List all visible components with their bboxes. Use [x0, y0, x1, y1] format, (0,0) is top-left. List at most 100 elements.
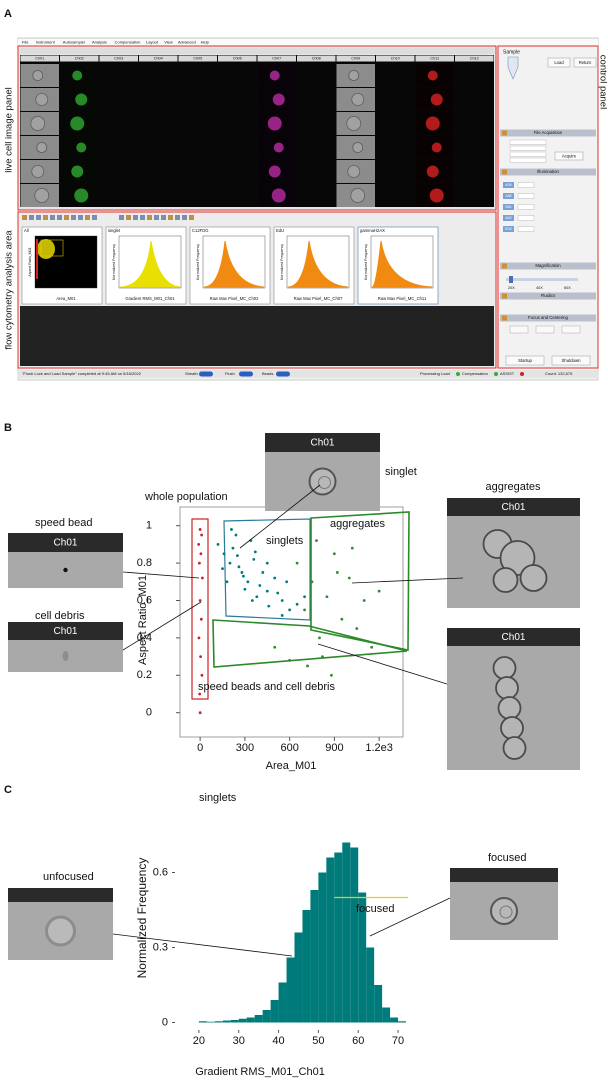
channel-label: Ch08	[312, 57, 321, 61]
focus-button	[535, 325, 555, 334]
scatter-point	[199, 552, 203, 556]
histogram-bar	[302, 910, 311, 1023]
channel-header	[20, 55, 59, 62]
cell	[429, 188, 444, 203]
button[interactable]	[547, 57, 571, 68]
histogram-bar	[214, 1021, 223, 1023]
button[interactable]	[505, 355, 545, 366]
menu-item: File	[22, 40, 29, 45]
callout-line	[369, 897, 451, 937]
scatter-point	[288, 608, 292, 612]
y-tick-label: 0.2	[137, 669, 152, 681]
toggle	[199, 371, 213, 377]
cell	[75, 93, 88, 106]
image-label: singlet	[385, 466, 417, 478]
cell	[492, 656, 517, 680]
histogram-bar	[238, 1018, 247, 1023]
callout-line	[112, 933, 293, 957]
image-header	[8, 622, 123, 640]
image-header	[450, 868, 558, 882]
toolbar-icon	[36, 215, 41, 220]
power-field	[517, 182, 535, 188]
bead	[63, 567, 68, 573]
channel-header	[178, 55, 217, 62]
cell	[502, 736, 527, 760]
menu-item: Compensation	[115, 40, 141, 45]
y-tick-label: 0.6	[137, 594, 152, 606]
scatter-point	[280, 599, 284, 602]
toolbar-icon	[71, 215, 76, 220]
laser-label: 488	[505, 194, 511, 198]
section-title: Magnification	[535, 263, 561, 268]
x-axis-label: Gradient RMS_M01_Ch01	[195, 1066, 325, 1078]
section-icon	[502, 315, 507, 321]
menu-item: Instrument	[36, 40, 56, 45]
scatter-point	[265, 561, 269, 565]
laser-box	[503, 204, 514, 210]
cell	[45, 915, 76, 947]
acquire-button[interactable]	[554, 151, 584, 161]
y-axis-label: Normalized Frequency	[135, 858, 149, 979]
scatter-point	[303, 608, 306, 612]
scatter-point	[355, 627, 359, 630]
scatter-point	[216, 542, 220, 546]
scatter-point	[273, 576, 277, 580]
menu-item: Help	[201, 40, 210, 45]
section-icon	[502, 293, 507, 299]
x-tick-label: 900	[325, 742, 343, 754]
cell	[271, 188, 286, 203]
section-header	[500, 314, 596, 322]
callout-line	[351, 577, 464, 584]
button[interactable]	[573, 57, 597, 68]
channel-header	[415, 55, 454, 62]
mini-x-label: Raw Max Pixel_MC_Ch11	[378, 296, 427, 301]
channel-label: Ch07	[272, 57, 281, 61]
section-header	[500, 129, 596, 137]
scatter-point	[310, 580, 314, 584]
section-header	[500, 168, 596, 176]
toolbar-icon	[22, 215, 27, 220]
toolbar-icon	[92, 215, 97, 220]
y-tick-label: 0.8	[137, 557, 152, 569]
cell	[347, 165, 361, 178]
image-header-label: Ch01	[311, 438, 335, 449]
status-item: Processing Load	[420, 371, 450, 376]
toolbar-icon	[161, 215, 166, 220]
scatter-point	[237, 565, 241, 569]
status-bar	[18, 370, 598, 378]
button[interactable]	[551, 355, 591, 366]
histogram-bar	[326, 857, 335, 1023]
status-item: Beads	[262, 371, 273, 376]
section-header	[500, 292, 596, 300]
image-label: aggregates	[485, 481, 541, 493]
histogram-bar	[382, 1007, 391, 1023]
toolbar-icon	[29, 215, 34, 220]
scatter-point	[273, 645, 277, 649]
histogram-bar	[278, 982, 287, 1023]
cell	[350, 188, 366, 203]
histogram-bar	[286, 957, 295, 1023]
cell	[71, 165, 84, 178]
y-tick-label: 1	[146, 520, 152, 532]
toggle	[239, 371, 253, 377]
scatter-point	[197, 542, 201, 546]
scatter-point	[252, 557, 256, 561]
y-tick-label: 0.3	[153, 941, 168, 953]
cell	[35, 93, 49, 106]
status-item: Sheath	[185, 371, 198, 376]
input-field	[509, 139, 547, 145]
cell	[495, 676, 519, 700]
laser-label: 405	[505, 183, 511, 187]
image-header	[265, 433, 380, 452]
scatter-point	[222, 552, 226, 556]
histogram-bar	[398, 1021, 407, 1023]
mini-plot-title: All	[24, 228, 29, 233]
toggle	[276, 371, 290, 377]
scatter-point	[200, 576, 204, 580]
input-field	[509, 157, 547, 163]
button-label: Startup	[518, 358, 532, 363]
annotation: whole population	[144, 491, 228, 503]
scatter-point	[370, 645, 374, 649]
toolbar-icon	[119, 215, 124, 220]
toolbar-icon	[147, 215, 152, 220]
